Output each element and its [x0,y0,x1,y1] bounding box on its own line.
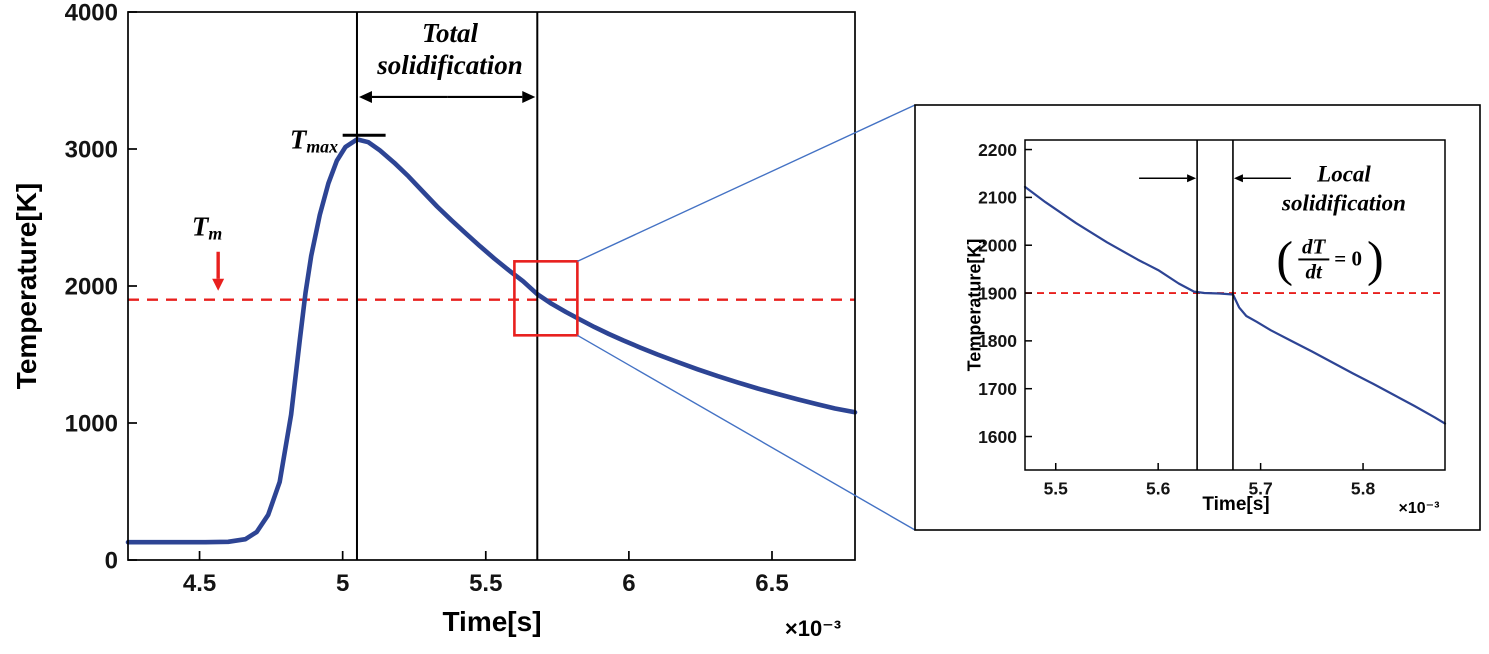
main-y-tick-label: 2000 [65,274,118,301]
zoom-region-rect [513,260,579,337]
main-chart: 4.5 5 5.5 6 6.5 0 1000 2000 3000 4000 [65,0,858,597]
tm-base: T [191,211,209,242]
inset-y-tick-label: 2100 [978,188,1017,208]
inset-y-tick-label: 1900 [978,283,1017,303]
inset-x-axis-exponent: ×10⁻³ [1398,500,1440,517]
local-solidification-arrow-right-head [1233,174,1243,183]
inset-y-tick-label: 2200 [978,140,1017,160]
main-x-tick-label: 4.5 [183,570,216,597]
total-solidification-label: Total solidification [377,18,523,82]
inset-x-tick-label: 5.5 [1044,479,1069,499]
formula-right-paren: ) [1367,230,1384,287]
inset-y-tick-label: 1800 [978,331,1017,351]
main-x-tick-label: 5 [336,570,349,597]
dtdt-formula: ( dT dt = 0 ) [1276,230,1384,287]
inset-chart: 5.5 5.6 5.7 5.8 1600 1700 1800 1900 2000 2100 2200 [978,139,1447,499]
tm-label: Tm [192,211,222,244]
inset-y-axis-label: Temperature[K] [964,238,985,372]
total-solidification-arrow-left-head [358,90,372,103]
main-x-tick-label: 6.5 [755,570,788,597]
main-y-tick-label: 4000 [65,0,118,27]
inset-y-tick-label: 1600 [978,427,1017,447]
main-y-tick-label: 3000 [65,137,118,164]
inset-x-tick-label: 5.7 [1248,479,1272,499]
main-x-tick-label: 5.5 [469,570,502,597]
local-solidification-line1: Local [1317,161,1371,187]
local-solidification-label: Local solidification [1282,160,1406,218]
tmax-label: Tmax [290,124,338,157]
formula-fraction: dT dt [1297,235,1330,284]
tmax-subscript: max [306,136,338,157]
inset-plot-frame [1024,139,1446,471]
zoom-connector-top [577,104,916,262]
total-solidification-line1: Total [421,18,479,49]
inset-temperature-curve [1023,185,1447,425]
inset-x-tick-label: 5.6 [1146,479,1171,499]
inset-y-tick-label: 2000 [978,236,1017,256]
formula-left-paren: ( [1276,230,1293,287]
tmax-base: T [289,124,307,155]
total-solidification-line2: solidification [377,50,523,80]
main-y-axis-label: Temperature[K] [11,182,42,390]
main-x-axis-exponent: ×10⁻³ [784,616,842,641]
main-y-tick-label: 0 [105,548,118,575]
local-solidification-line2: solidification [1282,190,1406,215]
main-y-tick-label: 1000 [65,411,118,438]
total-solidification-arrow-right-head [522,90,536,103]
tm-subscript: m [208,223,223,244]
formula-numerator: dT [1297,235,1330,261]
inset-x-tick-label: 5.8 [1351,479,1376,499]
tm-arrow-head [212,278,225,291]
main-x-axis-label: Time[s] [442,606,542,637]
formula-rhs: = 0 [1334,246,1363,271]
inset-y-tick-label: 1700 [978,379,1017,399]
zoom-connector-bottom [577,334,916,531]
main-temperature-curve [125,137,858,545]
inset-x-axis-label: Time[s] [1202,494,1270,515]
main-x-tick-label: 6 [622,570,635,597]
main-plot-frame [127,11,856,561]
formula-denominator: dt [1305,259,1322,284]
local-solidification-arrow-left-head [1187,174,1197,183]
